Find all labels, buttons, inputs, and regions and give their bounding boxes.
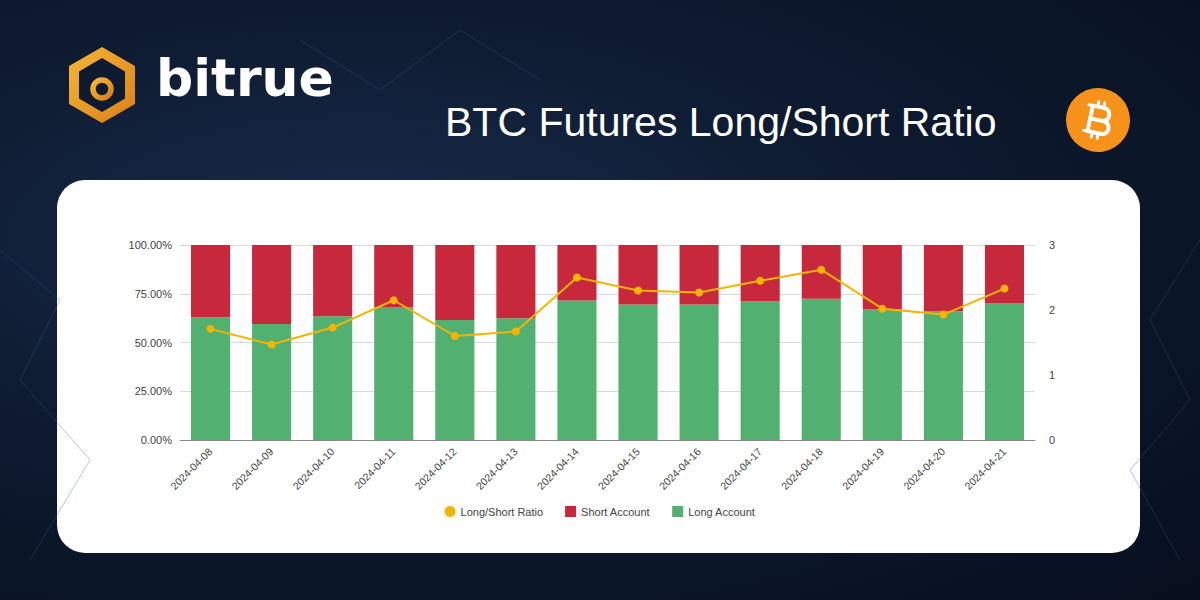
svg-text:0.00%: 0.00% [141,434,172,446]
svg-text:2024-04-17: 2024-04-17 [718,446,764,492]
svg-text:100.00%: 100.00% [129,239,173,251]
svg-text:2024-04-13: 2024-04-13 [474,446,520,492]
svg-text:BTC Futures Long/Short Ratio: BTC Futures Long/Short Ratio [445,99,996,145]
svg-text:25.00%: 25.00% [135,385,173,397]
svg-text:2024-04-14: 2024-04-14 [535,446,581,492]
svg-text:bitrue: bitrue [156,48,334,108]
svg-text:Long/Short Ratio: Long/Short Ratio [461,506,544,518]
svg-text:Short Account: Short Account [581,506,650,518]
svg-text:2024-04-20: 2024-04-20 [902,446,948,492]
svg-text:0: 0 [1049,434,1055,446]
svg-text:50.00%: 50.00% [135,337,173,349]
svg-text:2024-04-19: 2024-04-19 [841,446,887,492]
svg-text:2024-04-15: 2024-04-15 [596,446,642,492]
svg-text:2024-04-09: 2024-04-09 [230,446,276,492]
svg-text:75.00%: 75.00% [135,288,173,300]
svg-text:2024-04-16: 2024-04-16 [657,446,703,492]
svg-text:2024-04-08: 2024-04-08 [169,446,215,492]
svg-text:2024-04-10: 2024-04-10 [291,446,337,492]
svg-text:2: 2 [1049,304,1055,316]
svg-text:1: 1 [1049,369,1055,381]
svg-text:3: 3 [1049,239,1055,251]
svg-text:2024-04-12: 2024-04-12 [413,446,459,492]
svg-text:2024-04-11: 2024-04-11 [352,446,397,491]
svg-text:2024-04-18: 2024-04-18 [779,446,825,492]
svg-text:2024-04-21: 2024-04-21 [963,446,1009,492]
svg-text:Long Account: Long Account [688,506,755,518]
